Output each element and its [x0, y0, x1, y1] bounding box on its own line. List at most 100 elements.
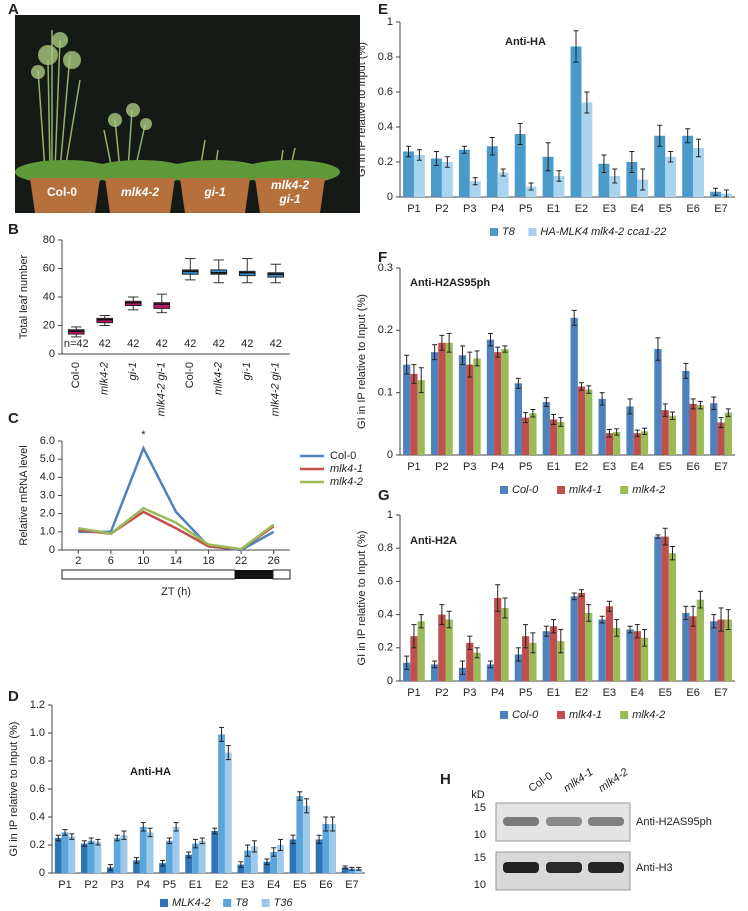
bar — [665, 156, 677, 197]
bar — [441, 162, 453, 197]
bar — [668, 415, 677, 455]
bar — [159, 863, 166, 873]
x-tick-label: E6 — [319, 879, 332, 891]
legend-label: Col-0 — [512, 709, 539, 721]
bar — [542, 156, 554, 197]
bar — [430, 664, 439, 681]
x-tick-label: E3 — [241, 879, 254, 891]
bar — [466, 364, 474, 455]
legend-label: Col-0 — [512, 484, 539, 496]
bar — [661, 410, 669, 455]
bar — [315, 839, 323, 873]
marker-label: 15 — [474, 802, 486, 814]
bar — [296, 796, 304, 873]
legend-label: mlk4-1 — [569, 484, 602, 496]
n-label: 42 — [184, 338, 196, 350]
bar — [689, 616, 697, 681]
x-tick-label: E5 — [658, 687, 671, 699]
bar — [549, 626, 558, 681]
x-tick-label: P5 — [519, 687, 532, 699]
bar — [501, 349, 509, 455]
x-tick-label: P4 — [137, 879, 150, 891]
bar — [724, 412, 732, 455]
bar — [410, 373, 418, 455]
bar — [263, 861, 271, 873]
y-tick-label: 40 — [43, 291, 55, 303]
genotype-label: gi-1 — [278, 192, 301, 206]
x-tick-label: E5 — [658, 461, 671, 473]
bar — [87, 840, 95, 873]
y-axis-label: GI in IP relative to Input (%) — [356, 294, 368, 429]
bar — [557, 641, 565, 681]
y-tick-label: 0 — [49, 544, 55, 556]
legend-swatch — [620, 711, 629, 719]
bar — [486, 664, 495, 681]
x-tick-label: P1 — [407, 687, 420, 699]
y-tick-label: 0.4 — [378, 121, 393, 133]
y-tick-label: 0.2 — [378, 156, 393, 168]
bar — [438, 342, 446, 455]
bar — [237, 864, 245, 873]
bar — [211, 831, 219, 873]
legend-swatch — [223, 899, 232, 907]
y-tick-label: 6.0 — [40, 435, 55, 447]
y-tick-label: 0 — [387, 449, 393, 461]
x-tick-label: E5 — [293, 879, 306, 891]
bar — [494, 598, 502, 681]
chart-title: Anti-HA — [505, 36, 546, 48]
bar — [458, 355, 467, 455]
y-tick-label: 1.0 — [40, 526, 55, 538]
bar — [696, 405, 705, 455]
bar — [717, 422, 725, 455]
legend-label: mlk4-1 — [569, 709, 602, 721]
bar — [613, 431, 621, 455]
blot-label: Anti-H3 — [636, 862, 673, 874]
bar — [570, 46, 582, 197]
panel-letter: F — [378, 249, 387, 266]
panel-letter: G — [378, 487, 390, 504]
bar — [514, 383, 522, 455]
y-tick-label: 0.8 — [378, 51, 393, 63]
y-axis-label: Relative mRNA level — [18, 445, 30, 545]
x-tick-label: P4 — [491, 203, 504, 215]
genotype-label: gi-1 — [203, 185, 226, 199]
bar — [497, 172, 509, 197]
chart-title: Anti-H2A — [410, 535, 457, 547]
legend-swatch — [557, 711, 565, 719]
legend-swatch — [557, 486, 565, 494]
bar — [570, 596, 578, 681]
day-bar — [272, 569, 291, 580]
bar — [469, 181, 481, 197]
x-tick-label: E7 — [345, 879, 358, 891]
bar — [717, 619, 725, 681]
bar — [120, 835, 128, 873]
x-axis-label: ZT (h) — [161, 586, 191, 598]
bar — [277, 845, 284, 873]
y-tick-label: 0.4 — [30, 811, 45, 823]
y-axis-label: GI in IP relative to Input (%) — [8, 722, 20, 857]
legend-swatch — [620, 486, 629, 494]
x-tick-label: P5 — [163, 879, 176, 891]
legend-label: Col-0 — [330, 450, 356, 462]
bar — [710, 403, 718, 455]
x-tick-label: 26 — [268, 555, 280, 567]
bar — [654, 536, 662, 681]
x-tick-label: E4 — [631, 203, 644, 215]
bar — [403, 151, 414, 197]
line — [78, 510, 275, 551]
legend-label: mlk4-2 — [632, 709, 665, 721]
n-label: 42 — [127, 338, 139, 350]
bar — [403, 364, 411, 455]
bar — [494, 352, 502, 455]
bar — [514, 654, 522, 681]
bar — [172, 826, 180, 873]
bar — [633, 631, 641, 681]
bar — [633, 433, 641, 455]
bar — [542, 631, 550, 681]
line — [78, 445, 275, 552]
x-tick-label: P3 — [463, 461, 476, 473]
bar — [598, 163, 610, 197]
n-label: 42 — [270, 338, 282, 350]
unit-label: kD — [471, 789, 485, 801]
